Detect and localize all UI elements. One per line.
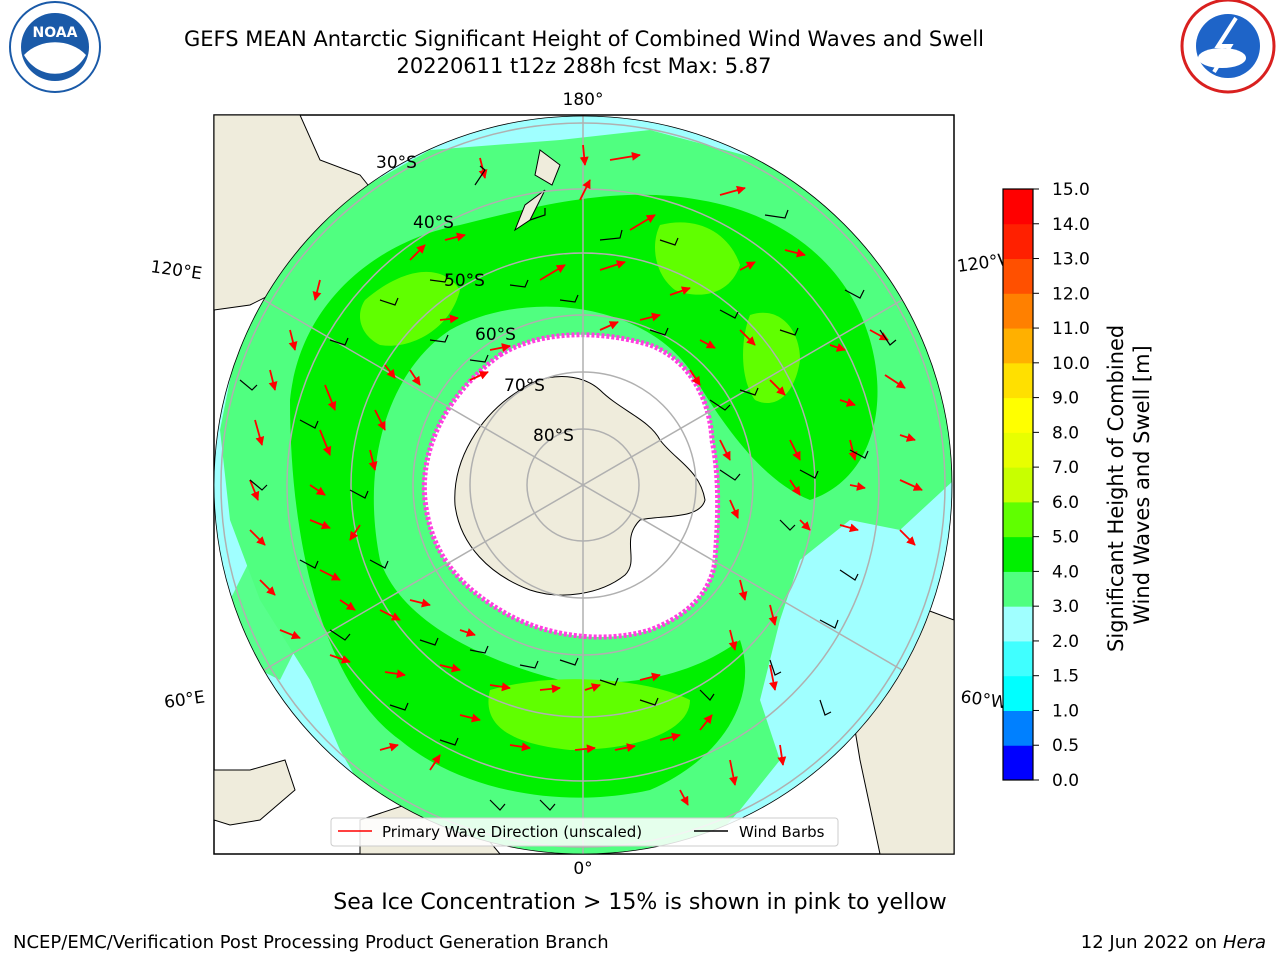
high-wave-patch-1 [360, 271, 460, 346]
colorbar-swatch [1003, 745, 1033, 781]
colorbar: 0.0 0.5 1.0 1.5 2.0 3.0 4.0 5.0 6.0 7.0 8.0 9.0 10.0… [1002, 180, 1154, 791]
noaa-logo-icon: NOAA [9, 1, 101, 93]
nws-logo-icon [1180, 0, 1276, 94]
footer-date-text: 12 Jun 2022 on [1080, 932, 1218, 953]
colorbar-swatch [1003, 293, 1033, 329]
lat-label-40s: 40°S [413, 213, 454, 233]
footer-date: 12 Jun 2022 on Hera [1081, 932, 1266, 953]
map-title: GEFS MEAN Antarctic Significant Height o… [183, 27, 985, 51]
colorbar-tick-label: 6.0 [1052, 493, 1079, 513]
colorbar-swatch [1003, 606, 1033, 642]
high-wave-patch-3 [743, 312, 800, 404]
colorbar-tick-label: 2.0 [1052, 632, 1079, 652]
colorbar-tick-label: 14.0 [1052, 215, 1090, 235]
colorbar-title: Significant Height of Combined Wind Wave… [1104, 318, 1154, 652]
colorbar-swatch [1003, 362, 1033, 399]
lat-label-30s: 30°S [376, 153, 417, 173]
colorbar-swatch [1003, 675, 1033, 711]
lon-label-0: 0° [573, 859, 592, 879]
colorbar-swatch [1003, 258, 1033, 294]
sea-ice-note: Sea Ice Concentration > 15% is shown in … [333, 890, 947, 915]
high-wave-patch-4 [488, 679, 690, 750]
colorbar-tick-label: 0.5 [1052, 736, 1079, 756]
colorbar-tick-label: 11.0 [1052, 319, 1090, 339]
colorbar-swatch [1003, 432, 1033, 468]
legend-wave-label: Primary Wave Direction (unscaled) [382, 823, 642, 841]
colorbar-tick-label: 3.0 [1052, 597, 1079, 617]
colorbar-tick-label: 12.0 [1052, 284, 1090, 304]
lat-label-80s: 80°S [533, 426, 574, 446]
colorbar-tick-label: 15.0 [1052, 180, 1090, 200]
legend-barb-label: Wind Barbs [739, 823, 825, 841]
colorbar-tick-label: 5.0 [1052, 528, 1079, 548]
footer-host: Hera [1222, 932, 1266, 953]
colorbar-tick-label: 1.5 [1052, 667, 1079, 687]
map-legend: Primary Wave Direction (unscaled) Wind B… [330, 817, 839, 847]
antarctica-land [454, 376, 706, 596]
footer-credit: NCEP/EMC/Verification Post Processing Pr… [13, 932, 609, 953]
lon-label-120e: 120°E [149, 257, 203, 284]
lat-label-60s: 60°S [475, 325, 516, 345]
colorbar-swatch [1003, 467, 1033, 503]
map-subtitle: 20220611 t12z 288h fcst Max: 5.87 [396, 54, 772, 78]
wave-arrows [249, 144, 923, 806]
colorbar-swatch [1003, 397, 1033, 433]
colorbar-tick-label: 1.0 [1052, 701, 1079, 721]
lat-label-70s: 70°S [504, 376, 545, 396]
lat-label-50s: 50°S [444, 271, 485, 291]
colorbar-tick-label: 7.0 [1052, 458, 1079, 478]
colorbar-swatch [1003, 501, 1033, 538]
colorbar-swatch [1003, 223, 1033, 260]
colorbar-tick-label: 9.0 [1052, 389, 1079, 409]
colorbar-swatch [1003, 189, 1033, 225]
colorbar-tick-label: 8.0 [1052, 423, 1079, 443]
noaa-logo-text: NOAA [33, 25, 78, 41]
colorbar-tick-label: 4.0 [1052, 562, 1079, 582]
lon-label-60w: 60°W [959, 687, 1008, 713]
colorbar-tick-label: 0.0 [1052, 771, 1079, 791]
colorbar-tick-label: 13.0 [1052, 250, 1090, 270]
colorbar-swatch [1003, 571, 1033, 607]
graticule [220, 116, 946, 854]
colorbar-tick-label: 10.0 [1052, 354, 1090, 374]
lon-label-60e: 60°E [163, 687, 206, 712]
colorbar-swatch [1003, 328, 1033, 364]
colorbar-swatch [1003, 536, 1033, 572]
lon-label-180: 180° [563, 90, 604, 110]
high-wave-patch-2 [655, 222, 740, 295]
wind-barbs [239, 165, 897, 811]
colorbar-swatch [1003, 640, 1033, 677]
colorbar-swatch [1003, 710, 1033, 746]
